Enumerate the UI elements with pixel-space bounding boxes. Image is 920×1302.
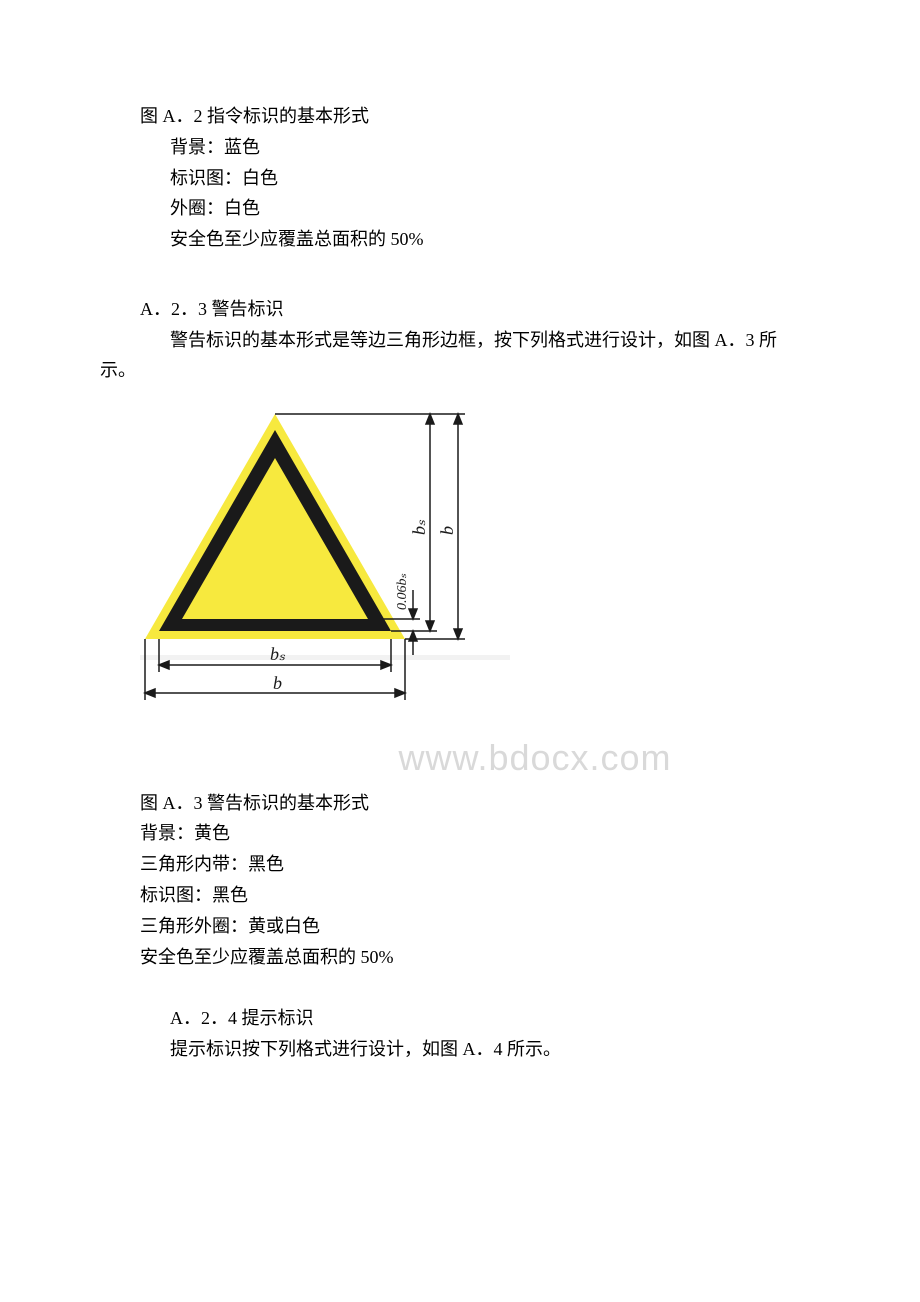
figure-a3-caption: 图 A．3 警告标识的基本形式 [100, 789, 820, 818]
section-a23-heading: A．2．3 警告标识 [100, 295, 820, 324]
figure-a3-diagram: bₛ b bₛ b 0.06bₛ [140, 410, 820, 719]
figure-a2-caption: 图 A．2 指令标识的基本形式 [100, 102, 820, 131]
warning-triangle-svg: bₛ b bₛ b 0.06bₛ [140, 410, 520, 710]
dim-label-band: 0.06bₛ [395, 574, 410, 611]
spec-line: 外圈：白色 [100, 194, 820, 223]
section-a24-heading: A．2．4 提示标识 [100, 1004, 820, 1033]
spec-line: 标识图：黑色 [100, 881, 820, 910]
spec-line: 安全色至少应覆盖总面积的 50% [100, 225, 820, 254]
dim-label-bs-v: bₛ [409, 519, 429, 535]
dim-label-bs-h: bₛ [270, 644, 286, 664]
watermark-text: www.bdocx.com [250, 729, 820, 787]
spec-line: 标识图：白色 [100, 164, 820, 193]
section-intro-text-end: 示。 [100, 356, 820, 385]
spec-line: 安全色至少应覆盖总面积的 50% [100, 943, 820, 972]
spec-line: 三角形内带：黑色 [100, 850, 820, 879]
dim-label-b-h: b [273, 673, 282, 693]
section-intro-text: 警告标识的基本形式是等边三角形边框，按下列格式进行设计，如图 A．3 所 [100, 326, 820, 355]
spec-line: 三角形外圈：黄或白色 [100, 912, 820, 941]
spec-line: 背景：黄色 [100, 819, 820, 848]
spec-line: 背景：蓝色 [100, 133, 820, 162]
dim-label-b-v: b [437, 526, 457, 535]
section-intro-text: 提示标识按下列格式进行设计，如图 A．4 所示。 [100, 1035, 820, 1064]
